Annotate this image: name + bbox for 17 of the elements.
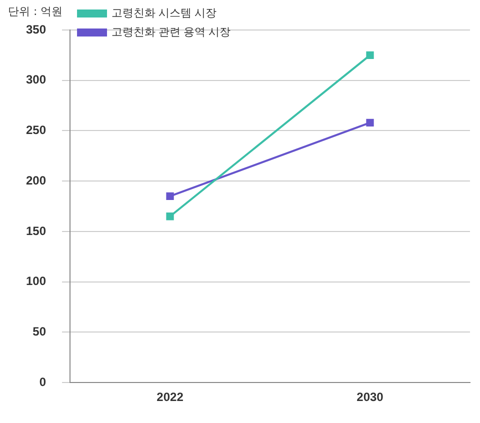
- y-tick-label: 300: [26, 72, 46, 87]
- y-tick-label: 200: [26, 173, 46, 188]
- y-axis-title: 단위 : 억원: [8, 4, 63, 19]
- y-tick-label: 150: [26, 224, 46, 238]
- point: [166, 212, 174, 220]
- y-tick-label: 350: [26, 22, 46, 36]
- y-tick-label: 0: [39, 374, 46, 389]
- point: [366, 51, 374, 60]
- point: [166, 192, 174, 200]
- y-tick-label: 250: [26, 123, 46, 138]
- x-tick-label: 2030: [356, 390, 384, 404]
- y-tick-label: 100: [26, 274, 46, 288]
- legend-label: 고령친화 시스템 시장: [112, 8, 217, 20]
- point: [366, 118, 374, 127]
- x-tick-label: 2022: [156, 390, 184, 404]
- legend-label: 고령친화 관련 용역 시장: [112, 26, 231, 39]
- y-tick-label: 50: [32, 324, 46, 339]
